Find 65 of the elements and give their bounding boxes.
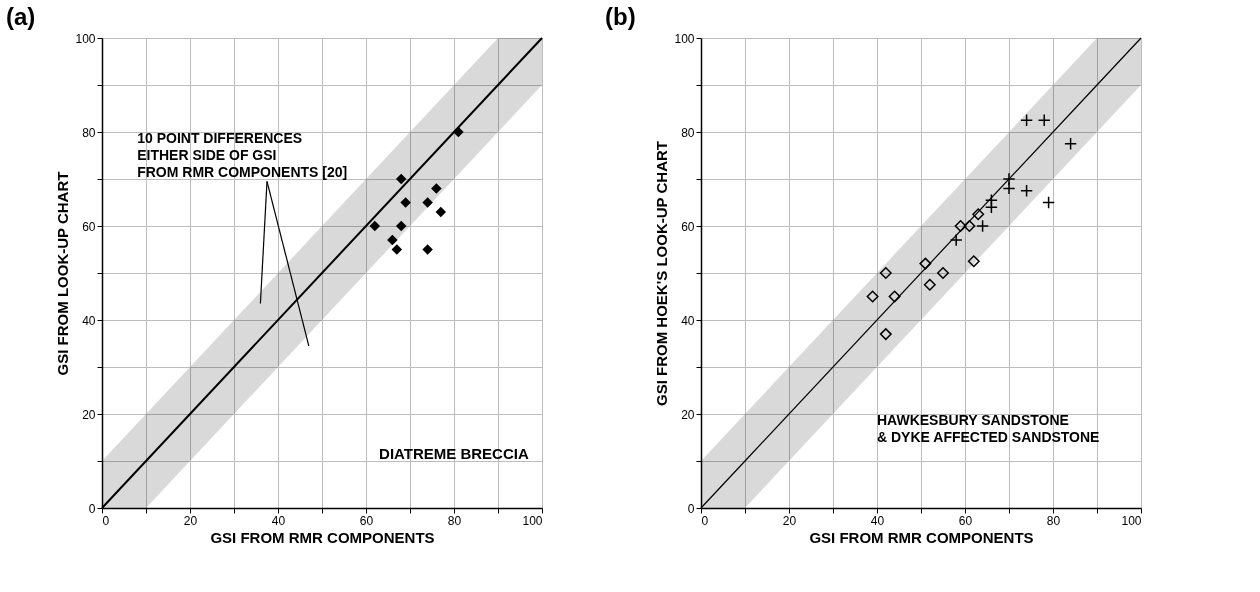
point: [422, 197, 433, 208]
point: [919, 257, 932, 270]
x-tick-label: 80: [447, 513, 462, 528]
chart-title: (b): [604, 3, 636, 30]
point: [369, 220, 381, 232]
y-tick-label: 20: [681, 407, 695, 422]
point: [888, 290, 901, 303]
y-tick-label: 20: [82, 407, 96, 422]
y-axis-title: GSI FROM LOOK-UP CHART: [54, 171, 72, 376]
x-tick-label: 0: [102, 513, 110, 528]
y-tick-label: 60: [82, 219, 96, 234]
y-tick-label: 40: [82, 313, 96, 328]
x-tick-label: 60: [958, 513, 973, 528]
annotation: DIATREME BRECCIA: [379, 444, 529, 462]
y-axis-title: GSI FROM HOEK'S LOOK-UP CHART: [653, 141, 671, 406]
point: [923, 278, 936, 291]
y-tick-label: 100: [674, 31, 695, 46]
annotation: 10 POINT DIFFERENCES EITHER SIDE OF GSI FROM RMR COMPONENTS [20]: [137, 130, 348, 180]
annotation: HAWKESBURY SANDSTONE & DYKE AFFECTED SANDSTONE: [877, 412, 1100, 445]
point: [1037, 113, 1051, 127]
y-tick-label: 0: [88, 501, 96, 516]
x-tick-label: 20: [782, 513, 797, 528]
x-axis-title: GSI FROM RMR COMPONENTS: [809, 528, 1034, 546]
chart-title: (a): [5, 3, 36, 30]
y-tick-label: 80: [681, 125, 695, 140]
x-tick-label: 100: [522, 513, 543, 528]
point: [879, 267, 892, 279]
point: [949, 233, 963, 247]
point: [984, 193, 998, 207]
point: [422, 244, 433, 255]
point: [1020, 184, 1034, 198]
y-tick-label: 60: [681, 219, 695, 234]
point: [400, 197, 411, 208]
x-tick-label: 20: [183, 513, 198, 528]
point: [954, 220, 967, 232]
x-axis-title: GSI FROM RMR COMPONENTS: [210, 528, 435, 546]
point: [395, 220, 407, 232]
point: [435, 206, 447, 218]
point: [387, 234, 398, 246]
point: [972, 208, 985, 221]
point: [937, 267, 949, 279]
y-tick-label: 40: [681, 313, 695, 328]
point: [1020, 113, 1034, 127]
y-tick-label: 80: [82, 125, 96, 140]
x-tick-label: 60: [359, 513, 374, 528]
point: [866, 290, 879, 303]
y-tick-label: 100: [75, 31, 96, 46]
point: [431, 183, 442, 194]
point: [1042, 196, 1056, 209]
x-tick-label: 80: [1046, 513, 1061, 528]
point: [395, 173, 407, 185]
point: [976, 219, 990, 233]
x-tick-label: 100: [1121, 513, 1142, 528]
point: [1064, 137, 1078, 151]
x-tick-label: 0: [701, 513, 709, 528]
point: [391, 244, 403, 255]
x-tick-label: 40: [271, 513, 286, 528]
point: [879, 328, 892, 341]
point: [1002, 172, 1016, 186]
point: [967, 255, 980, 268]
y-tick-label: 0: [687, 501, 695, 516]
point: [963, 220, 976, 232]
point: [453, 126, 464, 138]
x-tick-label: 40: [870, 513, 885, 528]
point: [1002, 181, 1016, 195]
